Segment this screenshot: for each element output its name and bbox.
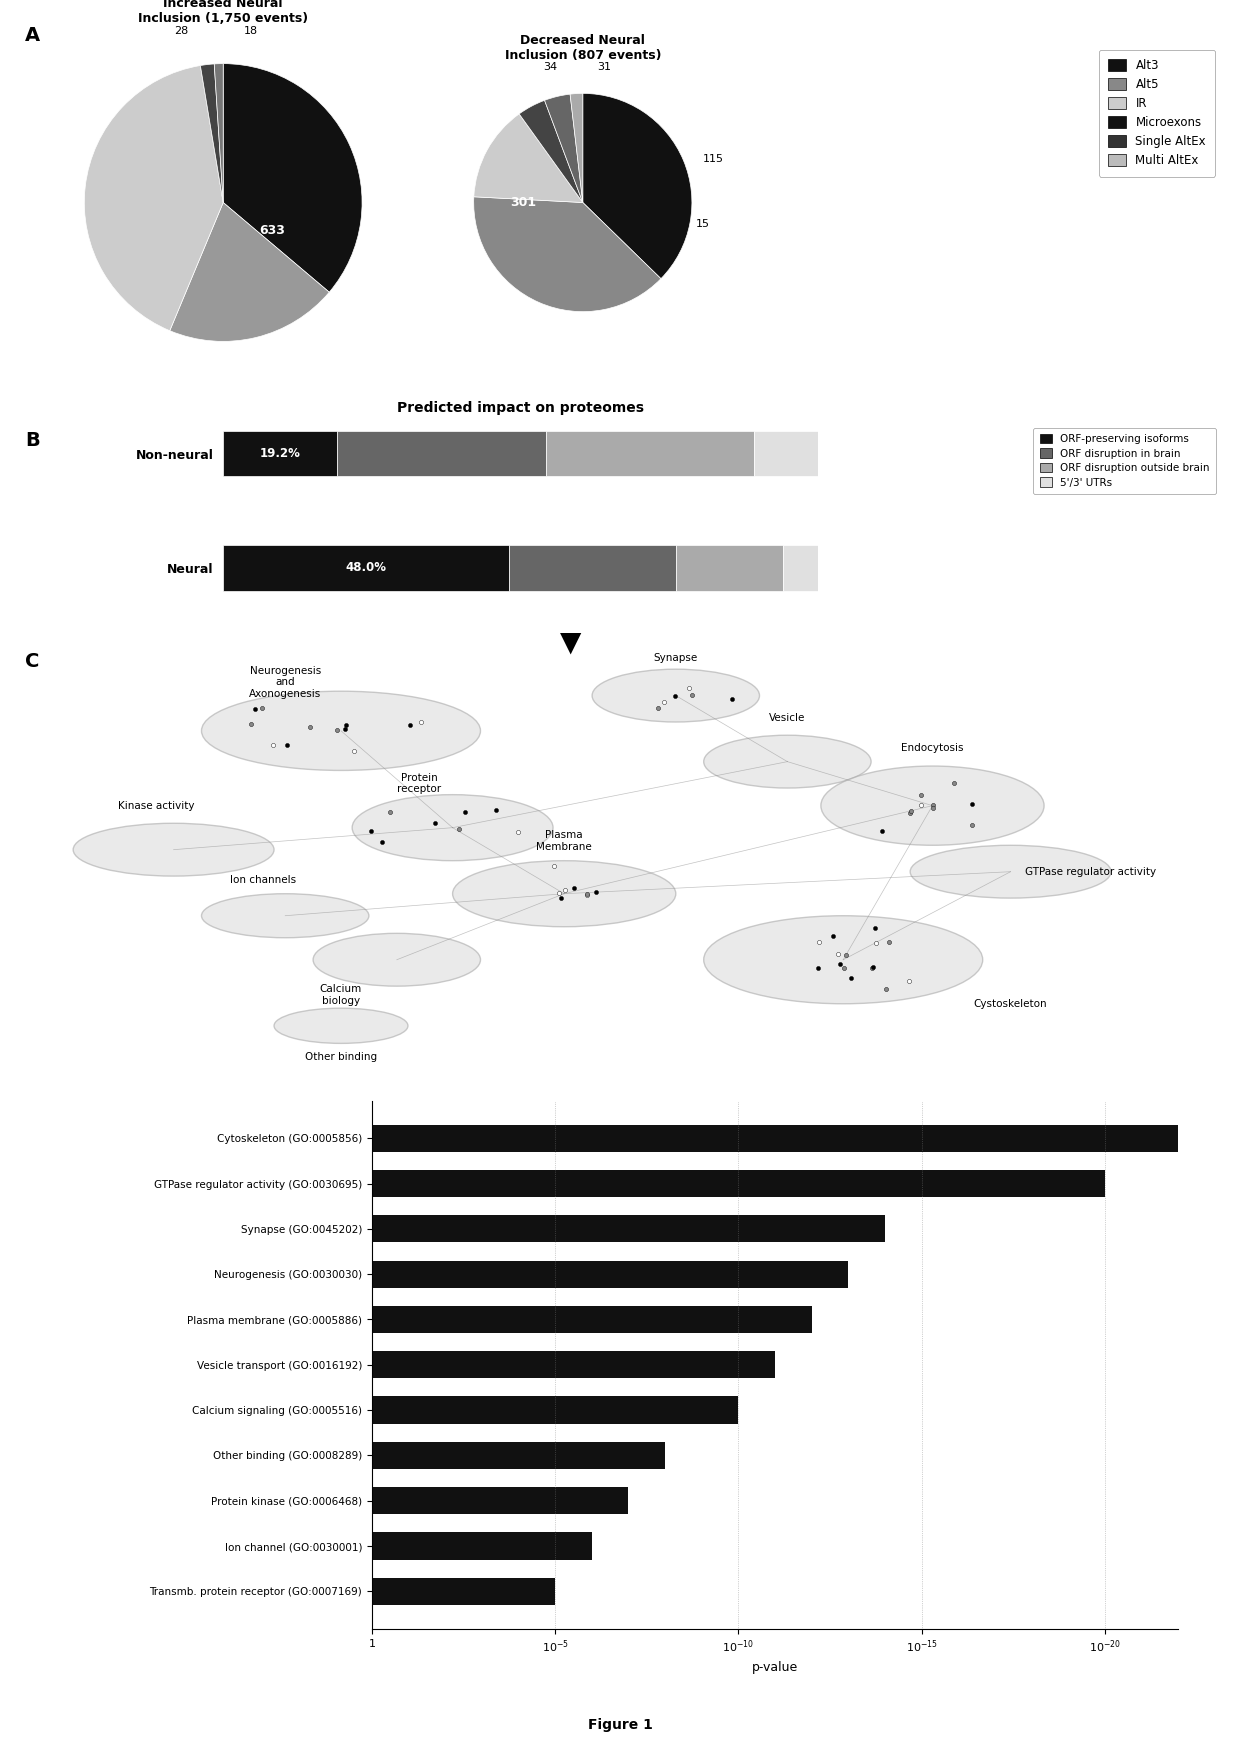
- Bar: [372, 1169, 1105, 1197]
- Text: GTPase regulator activity: GTPase regulator activity: [1024, 866, 1156, 877]
- Ellipse shape: [704, 916, 982, 1004]
- Text: Vesicle: Vesicle: [769, 713, 806, 722]
- Bar: [754, 431, 818, 477]
- Bar: [676, 544, 782, 590]
- Bar: [372, 1486, 629, 1514]
- Bar: [546, 431, 754, 477]
- Text: Synapse: Synapse: [653, 653, 698, 664]
- Text: Protein
receptor: Protein receptor: [397, 773, 441, 794]
- Ellipse shape: [274, 1007, 408, 1043]
- Text: Ion channels: Ion channels: [229, 875, 296, 886]
- Text: Cystoskeleton: Cystoskeleton: [973, 998, 1048, 1009]
- Text: ▼: ▼: [559, 629, 582, 657]
- Text: 18: 18: [244, 26, 258, 35]
- Legend: Alt3, Alt5, IR, Microexons, Single AltEx, Multi AltEx: Alt3, Alt5, IR, Microexons, Single AltEx…: [1099, 49, 1215, 176]
- Wedge shape: [84, 65, 223, 331]
- Bar: [372, 1351, 775, 1379]
- Ellipse shape: [312, 933, 481, 986]
- Title: Increased Neural
Inclusion (1,750 events): Increased Neural Inclusion (1,750 events…: [138, 0, 309, 25]
- Bar: [372, 1396, 738, 1423]
- Text: Calcium
biology: Calcium biology: [320, 984, 362, 1006]
- Bar: [372, 1215, 885, 1243]
- Bar: [372, 1442, 665, 1469]
- Text: 15: 15: [696, 220, 709, 229]
- X-axis label: p-value: p-value: [751, 1661, 799, 1673]
- Bar: [372, 1578, 556, 1604]
- Text: 19.2%: 19.2%: [260, 447, 301, 460]
- Bar: [372, 1125, 1178, 1152]
- Wedge shape: [544, 93, 583, 203]
- Text: Endocytosis: Endocytosis: [901, 743, 963, 754]
- Ellipse shape: [453, 861, 676, 926]
- Bar: [223, 544, 508, 590]
- Text: B: B: [25, 431, 40, 451]
- Ellipse shape: [352, 794, 553, 861]
- Wedge shape: [223, 63, 362, 292]
- Legend: ORF-preserving isoforms, ORF disruption in brain, ORF disruption outside brain, : ORF-preserving isoforms, ORF disruption …: [1033, 428, 1216, 493]
- Text: C: C: [25, 652, 40, 671]
- Bar: [372, 1307, 812, 1333]
- Text: 34: 34: [543, 62, 557, 72]
- Wedge shape: [583, 93, 692, 278]
- Text: Figure 1: Figure 1: [588, 1719, 652, 1733]
- Wedge shape: [520, 100, 583, 203]
- Bar: [782, 544, 818, 590]
- Bar: [337, 431, 546, 477]
- Ellipse shape: [704, 736, 872, 787]
- Text: 633: 633: [259, 224, 285, 236]
- Text: 28: 28: [175, 26, 188, 35]
- Wedge shape: [215, 63, 223, 203]
- Bar: [508, 544, 676, 590]
- Wedge shape: [570, 93, 583, 203]
- Ellipse shape: [593, 669, 759, 722]
- Ellipse shape: [910, 845, 1111, 898]
- Text: A: A: [25, 26, 40, 46]
- Wedge shape: [201, 63, 223, 203]
- Title: Predicted impact on proteomes: Predicted impact on proteomes: [397, 400, 645, 414]
- Ellipse shape: [202, 893, 370, 937]
- Text: 115: 115: [703, 153, 724, 164]
- Wedge shape: [170, 203, 330, 342]
- Text: 31: 31: [598, 62, 611, 72]
- Title: Decreased Neural
Inclusion (807 events): Decreased Neural Inclusion (807 events): [505, 33, 661, 62]
- Text: Other binding: Other binding: [305, 1051, 377, 1062]
- Text: 301: 301: [510, 195, 536, 210]
- Text: Neurogenesis
and
Axonogenesis: Neurogenesis and Axonogenesis: [249, 666, 321, 699]
- Bar: [223, 431, 337, 477]
- Text: Plasma
Membrane: Plasma Membrane: [537, 829, 591, 852]
- Wedge shape: [474, 197, 661, 312]
- Text: Kinase activity: Kinase activity: [118, 801, 195, 810]
- Bar: [372, 1261, 848, 1287]
- Text: 352: 352: [51, 174, 77, 188]
- Ellipse shape: [73, 822, 274, 875]
- Wedge shape: [474, 114, 583, 203]
- Bar: [372, 1532, 591, 1560]
- Ellipse shape: [821, 766, 1044, 845]
- Text: 48.0%: 48.0%: [346, 562, 387, 574]
- Ellipse shape: [201, 692, 481, 771]
